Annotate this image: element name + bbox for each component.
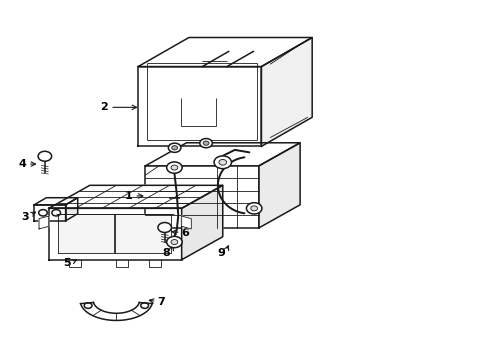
Polygon shape [81,302,152,320]
Polygon shape [138,37,311,67]
Polygon shape [261,37,311,146]
Circle shape [250,206,257,211]
Circle shape [171,165,178,170]
Circle shape [171,145,177,150]
Polygon shape [34,198,78,205]
Polygon shape [34,205,65,221]
Text: 2: 2 [100,102,108,112]
Polygon shape [145,166,259,228]
Text: 4: 4 [18,159,26,169]
Circle shape [219,159,226,165]
Polygon shape [181,216,191,229]
Circle shape [171,239,178,244]
Polygon shape [49,185,223,208]
Circle shape [166,237,182,248]
Circle shape [203,141,208,145]
Text: 9: 9 [217,248,224,258]
Circle shape [246,203,262,214]
Circle shape [38,151,52,161]
Polygon shape [39,216,49,229]
Circle shape [168,143,181,152]
Polygon shape [115,214,171,253]
Polygon shape [145,143,300,166]
Circle shape [200,139,212,148]
Text: 7: 7 [157,297,165,307]
Text: 5: 5 [62,258,70,268]
Circle shape [158,222,171,233]
Circle shape [166,162,182,173]
Polygon shape [138,67,261,146]
Polygon shape [259,143,300,228]
Polygon shape [58,214,114,253]
Text: 6: 6 [181,228,189,238]
Circle shape [214,156,231,168]
Text: 3: 3 [21,212,29,222]
Text: 1: 1 [124,191,132,201]
Polygon shape [181,185,223,260]
Polygon shape [49,208,181,260]
Text: 8: 8 [163,248,170,258]
Polygon shape [65,198,78,221]
